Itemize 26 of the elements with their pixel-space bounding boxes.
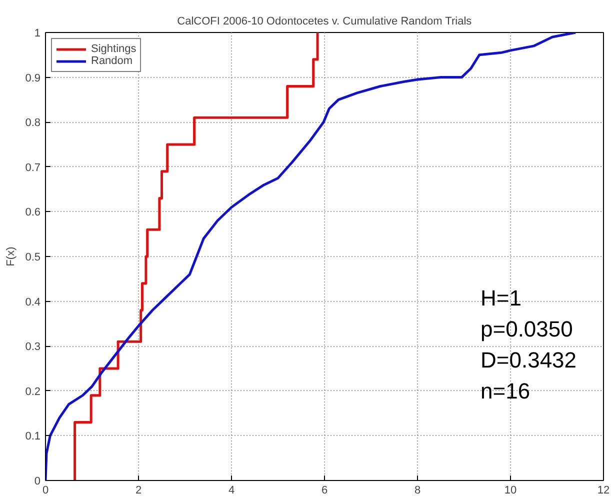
annotation: n=16 bbox=[480, 378, 530, 404]
x-tick-label: 0 bbox=[42, 484, 49, 496]
x-tick-label: 4 bbox=[228, 484, 235, 496]
y-axis-title: F(x) bbox=[5, 246, 18, 266]
annotation: D=0.3432 bbox=[480, 348, 577, 372]
x-tick-label: 2 bbox=[135, 484, 142, 496]
legend-label: Sightings bbox=[91, 43, 136, 55]
annotation: p=0.0350 bbox=[480, 316, 573, 342]
y-tick-label: 0 bbox=[34, 476, 41, 488]
x-tick-label: 10 bbox=[504, 484, 517, 496]
y-tick-label: 0.4 bbox=[25, 296, 41, 308]
y-tick-label: 0.9 bbox=[25, 72, 41, 84]
chart-title: CalCOFI 2006-10 Odontocetes v. Cumulative Random Trials bbox=[177, 16, 472, 28]
x-tick-label: 8 bbox=[414, 484, 421, 496]
y-tick-label: 1 bbox=[34, 28, 41, 40]
y-tick-label: 0.6 bbox=[25, 206, 41, 219]
legend-label: Random bbox=[91, 55, 133, 67]
y-tick-label: 0.7 bbox=[25, 162, 41, 174]
y-tick-label: 0.3 bbox=[25, 341, 41, 354]
annotation: H=1 bbox=[480, 286, 522, 310]
x-tick-label: 12 bbox=[597, 484, 610, 496]
y-tick-label: 0.8 bbox=[25, 117, 41, 130]
x-tick-label: 6 bbox=[321, 484, 328, 496]
y-tick-label: 0.2 bbox=[25, 386, 41, 398]
y-tick-label: 0.1 bbox=[25, 430, 41, 443]
y-tick-label: 0.5 bbox=[25, 252, 41, 264]
